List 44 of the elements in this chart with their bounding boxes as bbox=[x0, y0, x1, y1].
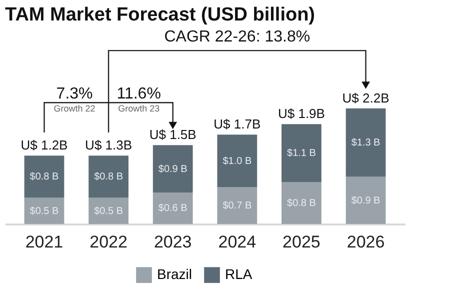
data-label: $0.7 B bbox=[222, 200, 252, 212]
data-label: $1.1 B bbox=[287, 148, 316, 160]
bar bbox=[282, 124, 322, 182]
bar bbox=[24, 198, 64, 224]
total-label: U$ 1.7B bbox=[214, 116, 261, 132]
data-label: $0.8 B bbox=[287, 198, 316, 209]
data-label: $0.8 B bbox=[30, 172, 60, 183]
bar bbox=[217, 187, 258, 224]
bar bbox=[24, 156, 64, 198]
total-label: U$ 2.2B bbox=[342, 90, 390, 106]
x-tick-label: 2026 bbox=[346, 232, 385, 252]
text: CAGR 22-26: 13.8% bbox=[164, 28, 310, 46]
chart-title: TAM Market Forecast (USD billion) bbox=[5, 4, 316, 26]
x-tick-label: 2022 bbox=[90, 232, 128, 252]
bar bbox=[282, 182, 322, 224]
bar bbox=[217, 134, 258, 188]
data-label: $0.9 B bbox=[158, 164, 188, 175]
total-label: U$ 1.2B bbox=[20, 138, 68, 153]
legend-label: Brazil bbox=[157, 266, 192, 282]
bar bbox=[152, 145, 193, 192]
total-label: U$ 1.3B bbox=[85, 138, 132, 153]
x-tick-label: 2025 bbox=[282, 232, 320, 252]
bar bbox=[346, 108, 386, 177]
text: 7.3% bbox=[56, 86, 93, 103]
x-tick-label: 2021 bbox=[25, 232, 64, 252]
legend-label: RLA bbox=[225, 266, 253, 282]
x-tick-label: 2023 bbox=[154, 232, 192, 252]
total-label: U$ 1.5B bbox=[149, 127, 196, 142]
data-label: $0.9 B bbox=[351, 195, 381, 206]
annotation: Growth 23 bbox=[118, 104, 160, 114]
data-label: $0.5 B bbox=[94, 206, 124, 217]
data-label: $0.5 B bbox=[30, 206, 60, 217]
bar bbox=[88, 156, 128, 198]
annotation: Growth 22 bbox=[54, 104, 96, 114]
data-label: $0.6 B bbox=[158, 203, 188, 214]
text: 11.6% bbox=[116, 86, 161, 103]
data-label: $1.0 B bbox=[222, 156, 252, 167]
bar bbox=[346, 176, 386, 224]
total-label: U$ 1.9B bbox=[278, 106, 325, 122]
data-label: $1.3 B bbox=[351, 138, 381, 149]
x-tick-label: 2024 bbox=[218, 232, 256, 252]
bar bbox=[88, 198, 128, 224]
bar bbox=[152, 192, 193, 224]
data-label: $0.8 B bbox=[94, 172, 124, 183]
